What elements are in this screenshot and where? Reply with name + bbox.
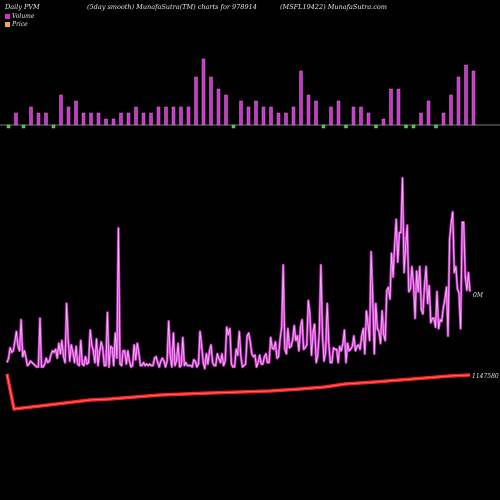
volume-bar <box>314 100 318 126</box>
volume-bar <box>224 94 228 126</box>
volume-bar <box>126 112 131 126</box>
volume-bar <box>141 112 146 126</box>
legend-label-price: Price <box>12 20 28 28</box>
volume-bar <box>6 124 11 129</box>
volume-bar <box>44 112 48 126</box>
volume-bar <box>419 112 423 126</box>
volume-bar <box>471 70 476 126</box>
volume-bar <box>366 112 371 126</box>
volume-bar <box>81 112 86 126</box>
volume-bar <box>284 112 288 126</box>
price-line <box>5 373 471 411</box>
volume-bar <box>404 124 408 129</box>
volume-bar <box>111 118 116 126</box>
legend-item-volume: Volume <box>5 12 34 20</box>
volume-bar <box>441 112 446 126</box>
volume-bar <box>186 106 191 126</box>
volume-bar <box>396 88 401 126</box>
volume-bar <box>456 76 461 126</box>
volume-bar <box>269 106 273 126</box>
volume-bar <box>299 70 303 126</box>
volume-axis-label: 0M <box>473 292 484 299</box>
volume-bar <box>426 100 431 126</box>
volume-bar <box>36 112 41 126</box>
volume-bar <box>351 106 356 126</box>
volume-bar <box>261 106 266 126</box>
volume-bar <box>449 94 453 126</box>
volume-bar <box>276 112 281 126</box>
volume-bar <box>344 124 348 129</box>
price-line-highlight <box>6 373 471 410</box>
legend-swatch-volume <box>5 13 10 19</box>
volume-bar <box>389 88 393 126</box>
legend-item-price: Price <box>5 20 34 28</box>
volume-bar <box>329 106 333 126</box>
volume-bar <box>89 112 93 126</box>
volume-bar <box>21 124 26 129</box>
volume-bar <box>291 106 296 126</box>
volume-bar <box>171 106 176 126</box>
chart-header-left: Daily PVM <box>5 3 40 11</box>
pvm-line-group <box>5 176 472 370</box>
volume-bar <box>359 106 363 126</box>
volume-bar <box>149 112 153 126</box>
chart-header-right: (MSFL19422) MunafaSutra.com <box>280 3 387 11</box>
legend-swatch-price <box>5 21 10 27</box>
volume-bar <box>231 124 236 129</box>
volume-bar <box>306 94 311 126</box>
volume-bar <box>29 106 33 126</box>
volume-bar <box>119 112 123 126</box>
volume-bar <box>59 94 63 126</box>
volume-bar <box>434 124 438 129</box>
legend-label-volume: Volume <box>12 12 35 20</box>
volume-bar <box>216 88 221 126</box>
volume-bar <box>411 124 416 129</box>
volume-bar <box>336 100 341 126</box>
volume-bar <box>74 100 78 126</box>
volume-bar <box>179 106 183 126</box>
volume-bar <box>374 124 378 129</box>
chart-legend: Volume Price <box>5 12 34 28</box>
volume-bar <box>156 106 161 126</box>
volume-bar <box>14 112 18 126</box>
volume-bar <box>66 106 71 126</box>
volume-bar <box>104 118 108 126</box>
price-axis-label: 1147580 <box>472 373 499 380</box>
volume-bar <box>209 76 213 126</box>
volume-bar <box>134 106 138 126</box>
volume-bar <box>381 118 386 126</box>
chart-header-center: (5day smooth) MunafaSutra(TM) charts for… <box>87 3 257 11</box>
volume-bar <box>239 100 243 126</box>
volume-bar <box>254 100 258 126</box>
pvm-line-highlight <box>6 177 471 369</box>
volume-bar <box>201 58 206 126</box>
volume-bar <box>51 124 56 129</box>
volume-bar <box>164 106 168 126</box>
price-line-group <box>5 373 471 411</box>
volume-bar <box>321 124 326 129</box>
volume-bars <box>6 58 476 129</box>
volume-bar <box>194 76 198 126</box>
volume-bar <box>464 64 468 126</box>
volume-bar <box>96 112 101 126</box>
volume-bar <box>246 106 251 126</box>
